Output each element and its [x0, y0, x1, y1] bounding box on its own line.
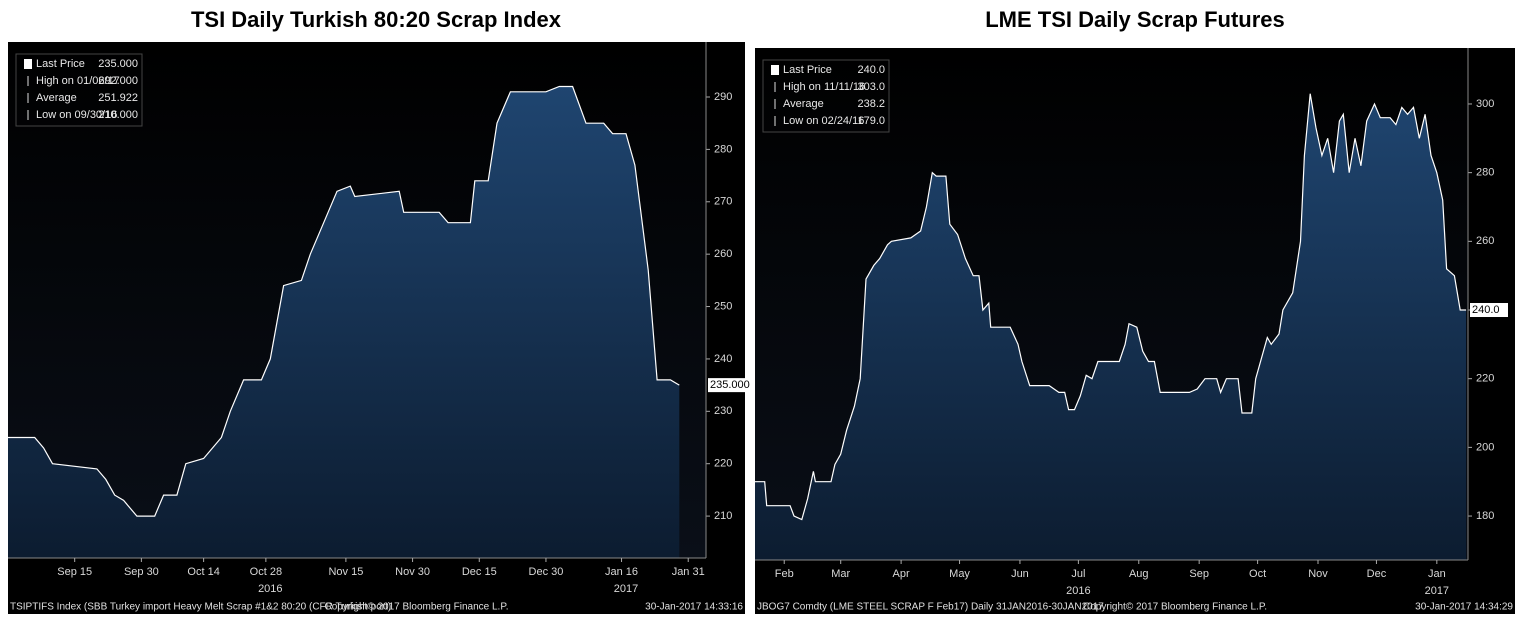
y-tick-label: 300 — [1476, 98, 1494, 110]
x-tick-label: Jan 31 — [672, 566, 705, 578]
area-fill — [755, 93, 1467, 560]
y-tick-label: 280 — [1476, 167, 1494, 179]
footer-copyright: Copyright© 2017 Bloomberg Finance L.P. — [325, 602, 509, 613]
x-tick-label: Mar — [831, 568, 850, 580]
footer-copyright: Copyright© 2017 Bloomberg Finance L.P. — [1083, 602, 1267, 613]
footer-ticker: JBOG7 Comdty (LME STEEL SCRAP F Feb17) D… — [757, 602, 1104, 613]
legend-label: Average — [783, 98, 824, 110]
y-tick-label: 290 — [714, 91, 732, 103]
x-tick-label: Oct 28 — [250, 566, 282, 578]
year-label: 2017 — [1425, 585, 1449, 597]
x-tick-label: Nov — [1308, 568, 1328, 580]
legend-frame — [15, 53, 143, 127]
year-label: 2016 — [258, 583, 282, 595]
x-tick-label: Oct 14 — [187, 566, 219, 578]
x-tick-label: Dec 30 — [529, 566, 564, 578]
y-tick-label: 270 — [714, 196, 732, 208]
legend-value: 210.000 — [98, 109, 138, 121]
legend-value: 303.0 — [857, 81, 885, 93]
legend-value: 251.922 — [98, 92, 138, 104]
year-label: 2016 — [1066, 585, 1090, 597]
footer-timestamp: 30-Jan-2017 14:34:29 — [1415, 602, 1513, 613]
legend-label: Last Price — [36, 58, 85, 70]
last-price-box — [708, 378, 746, 393]
legend-swatch — [771, 65, 779, 75]
x-tick-label: Aug — [1129, 568, 1149, 580]
y-tick-label: 280 — [714, 143, 732, 155]
x-tick-label: Apr — [893, 568, 910, 580]
y-tick-label: 220 — [714, 458, 732, 470]
x-tick-label: Nov 15 — [328, 566, 363, 578]
legend-value: 240.0 — [857, 64, 885, 76]
x-tick-label: Sep 15 — [57, 566, 92, 578]
y-tick-label: 240 — [714, 353, 732, 365]
chart-title: LME TSI Daily Scrap Futures — [985, 7, 1285, 32]
legend-label: Average — [36, 92, 77, 104]
chart-title: TSI Daily Turkish 80:20 Scrap Index — [191, 7, 562, 32]
y-tick-label: 260 — [714, 248, 732, 260]
price-line — [755, 93, 1467, 521]
last-price-label: 240.0 — [1472, 304, 1500, 316]
x-tick-label: Jan — [1428, 568, 1446, 580]
legend-label: High on 11/11/16 — [783, 81, 865, 93]
y-tick-label: 260 — [1476, 235, 1494, 247]
legend-frame — [762, 59, 890, 133]
y-tick-label: 210 — [714, 510, 732, 522]
legend-value: 235.000 — [98, 58, 138, 70]
y-tick-label: 180 — [1476, 510, 1494, 522]
x-tick-label: Feb — [775, 568, 794, 580]
y-tick-label: 230 — [714, 405, 732, 417]
legend-value: 179.0 — [857, 115, 885, 127]
x-tick-label: Sep 30 — [124, 566, 159, 578]
legend-label: Last Price — [783, 64, 832, 76]
x-tick-label: Oct — [1249, 568, 1266, 580]
footer-ticker: TSIPTIFS Index (SBB Turkey import Heavy … — [10, 602, 391, 613]
legend-swatch — [24, 59, 32, 69]
year-label: 2017 — [614, 583, 638, 595]
x-tick-label: Jul — [1071, 568, 1085, 580]
price-line — [8, 85, 680, 517]
x-tick-label: Dec 15 — [462, 566, 497, 578]
last-price-box — [1470, 303, 1508, 318]
panels: TSI Daily Turkish 80:20 Scrap Index 210 22… — [8, 7, 1515, 614]
x-tick-label: Dec — [1367, 568, 1387, 580]
legend-value: 292.000 — [98, 75, 138, 87]
y-tick-label: 200 — [1476, 441, 1494, 453]
x-tick-label: Sep — [1189, 568, 1209, 580]
x-tick-label: Jan 16 — [605, 566, 638, 578]
legend-label: Low on 09/30/16 — [36, 109, 117, 121]
y-tick-label: 220 — [1476, 373, 1494, 385]
x-tick-label: Nov 30 — [395, 566, 430, 578]
legend-value: 238.2 — [857, 98, 885, 110]
x-tick-label: Jun — [1011, 568, 1029, 580]
last-price-label: 235.000 — [710, 379, 750, 391]
x-tick-label: May — [949, 568, 970, 580]
legend-label: High on 01/06/17 — [36, 75, 120, 87]
footer-timestamp: 30-Jan-2017 14:33:16 — [645, 602, 743, 613]
legend-label: Low on 02/24/16 — [783, 115, 864, 127]
area-fill — [8, 86, 680, 558]
y-tick-label: 250 — [714, 300, 732, 312]
